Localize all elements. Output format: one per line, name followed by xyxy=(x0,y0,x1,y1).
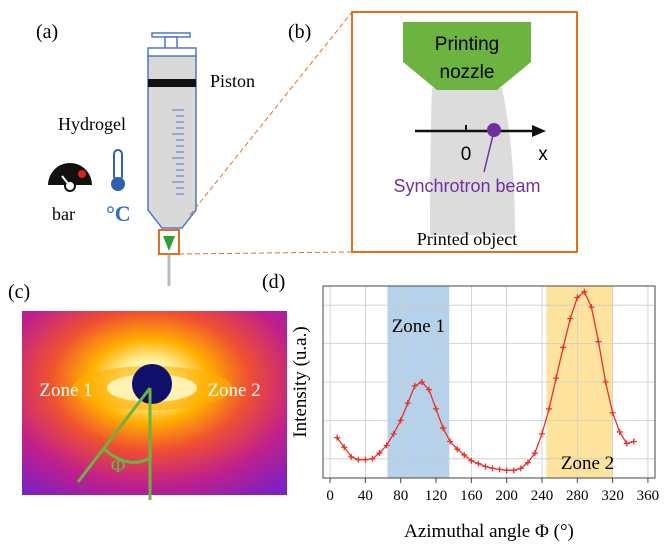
gauge-dot xyxy=(78,170,86,178)
piston-label: Piston xyxy=(210,71,255,91)
figure: (a) Piston Hydrogel bar °C (b) Printing … xyxy=(0,0,669,542)
x-tick-label: 240 xyxy=(531,488,554,504)
x-axis-label: Azimuthal angle Φ (°) xyxy=(404,521,574,542)
data-point xyxy=(511,467,517,473)
angle-label: Φ xyxy=(111,455,126,477)
zoom-line xyxy=(179,252,352,254)
panel-a: (a) Piston Hydrogel bar °C xyxy=(36,21,255,286)
zone-label: Zone 2 xyxy=(207,380,260,401)
data-point xyxy=(631,439,637,445)
object-label: Printed object xyxy=(417,229,517,249)
printed-object xyxy=(430,88,515,235)
data-point xyxy=(475,461,481,467)
panel-c: (c) Zone 1 Zone 2 Φ xyxy=(8,281,287,500)
thermometer-bulb xyxy=(111,177,125,191)
data-point xyxy=(490,465,496,471)
x-tick-label: 160 xyxy=(460,488,483,504)
data-point xyxy=(539,431,545,437)
y-axis-label: Intensity (u.a.) xyxy=(290,326,311,437)
data-point xyxy=(624,440,630,446)
barrel-rim xyxy=(148,48,196,56)
data-point xyxy=(355,457,361,463)
x-tick-label: 0 xyxy=(326,488,334,504)
axis-label: x xyxy=(538,144,548,165)
bar-label: bar xyxy=(52,204,75,224)
data-point xyxy=(362,457,368,463)
x-tick-label: 360 xyxy=(637,488,660,504)
panel-label: (d) xyxy=(262,271,285,293)
beam-label: Synchrotron beam xyxy=(393,176,540,196)
x-tick-label: 80 xyxy=(393,488,408,504)
data-point xyxy=(504,467,510,473)
panel-d: (d) 0 40 80 120 160 200 240 280 320 360 Azimuthal … xyxy=(262,271,659,542)
zone-label: Zone 1 xyxy=(39,380,92,401)
x-tick-label: 40 xyxy=(358,488,373,504)
x-tick-label: 320 xyxy=(601,488,624,504)
zone-label: Zone 1 xyxy=(392,316,445,337)
nozzle-text: nozzle xyxy=(440,62,495,83)
beamstop xyxy=(132,364,172,404)
zone-label: Zone 2 xyxy=(561,453,614,474)
x-tick-label: 120 xyxy=(425,488,448,504)
piston xyxy=(148,79,196,87)
x-tick-label: 280 xyxy=(566,488,589,504)
panel-b: (b) Printing nozzle 0 x Synchrotron beam… xyxy=(288,12,577,252)
zoom-line xyxy=(190,12,352,215)
data-point xyxy=(482,463,488,469)
origin-label: 0 xyxy=(461,144,472,165)
panel-label: (a) xyxy=(36,21,58,43)
panel-label: (b) xyxy=(288,21,311,43)
data-point xyxy=(617,429,623,435)
nozzle-text: Printing xyxy=(435,34,499,55)
panel-label: (c) xyxy=(8,281,30,303)
hydrogel-label: Hydrogel xyxy=(58,114,126,134)
thermometer xyxy=(114,150,122,180)
data-point xyxy=(497,466,503,472)
x-tick-label: 200 xyxy=(495,488,518,504)
beam-spot xyxy=(487,123,501,137)
celsius-label: °C xyxy=(106,201,131,226)
